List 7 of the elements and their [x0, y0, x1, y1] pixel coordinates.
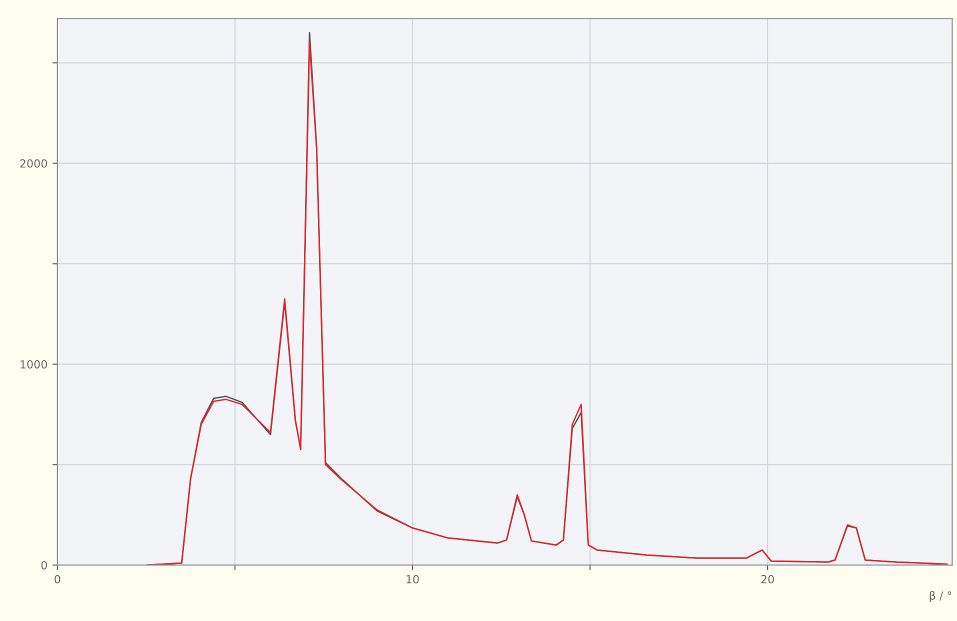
x-tick-label: 20 — [761, 575, 774, 584]
y-tick-label: 0 — [41, 561, 47, 570]
x-tick-label: 10 — [406, 575, 419, 584]
y-tick-label: 2000 — [20, 159, 47, 168]
y-tick-label: 1000 — [20, 360, 47, 369]
x-axis-title: β / ° — [930, 591, 952, 602]
x-tick-label: 0 — [54, 575, 60, 584]
